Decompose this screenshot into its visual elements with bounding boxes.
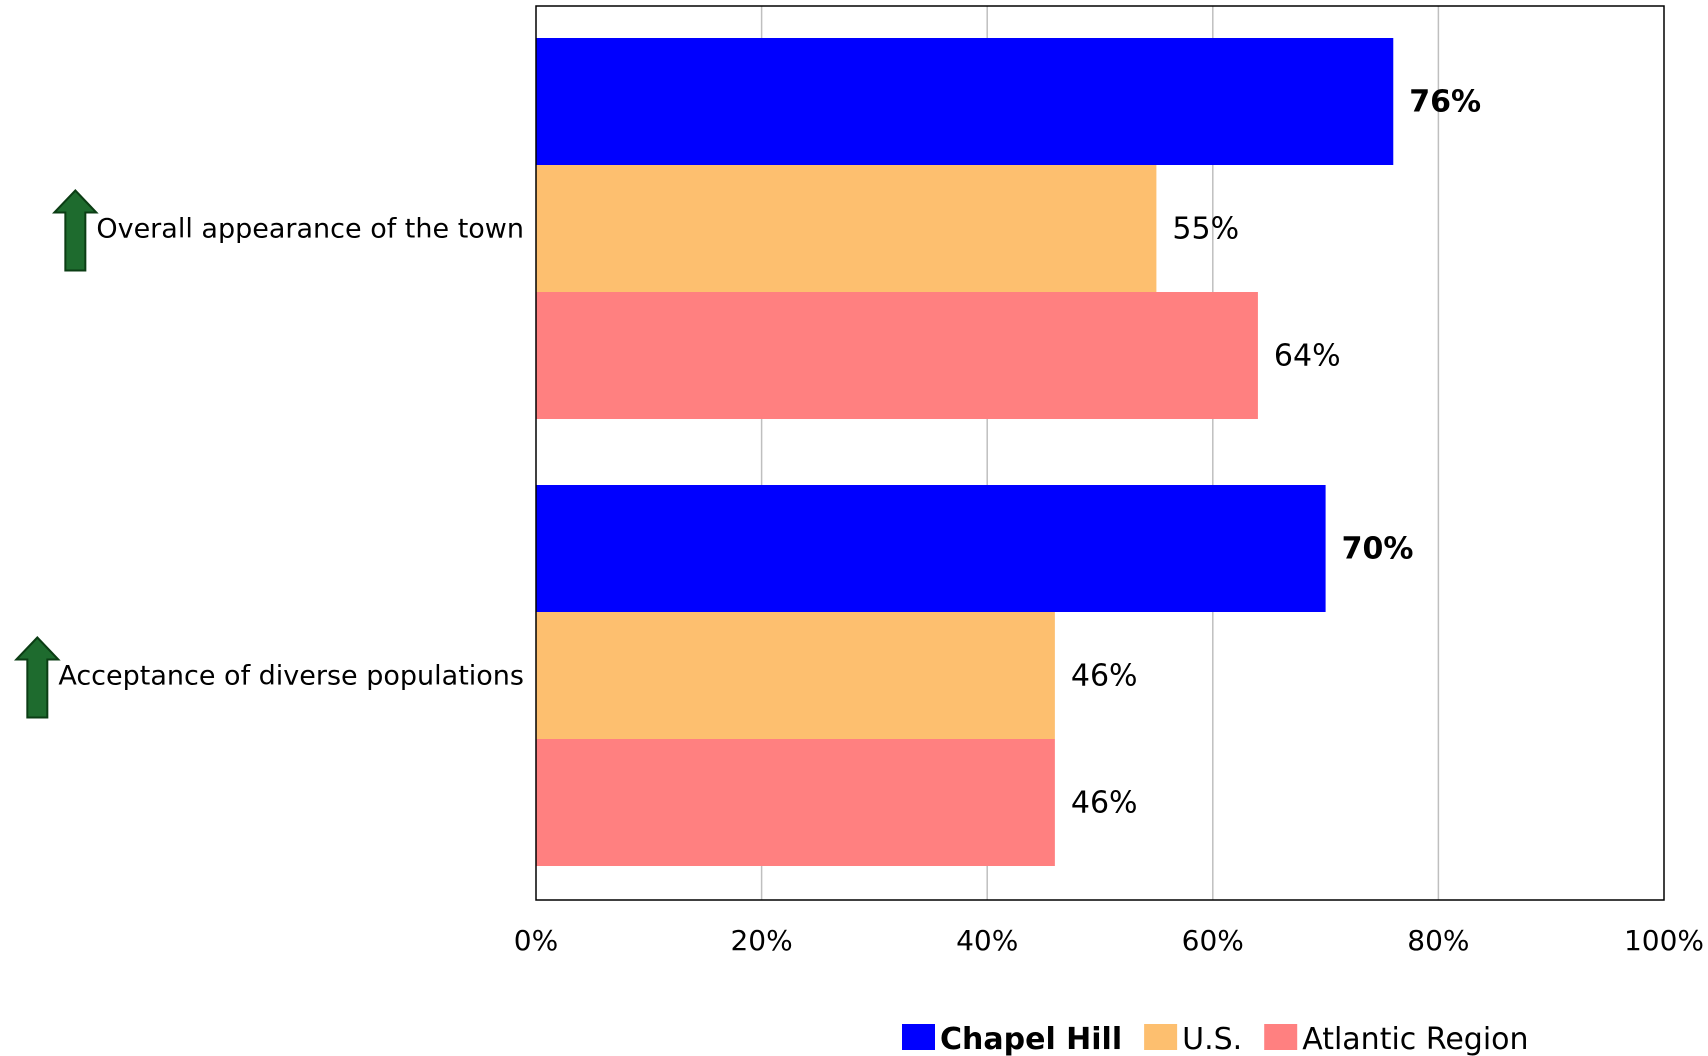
data-label: 70% xyxy=(1342,532,1414,567)
data-label: 46% xyxy=(1071,659,1138,694)
bar xyxy=(536,292,1258,419)
bars xyxy=(536,38,1394,866)
up-arrow-icon xyxy=(13,636,61,719)
legend-label: U.S. xyxy=(1182,1022,1242,1056)
category-labels: Overall appearance of the town Acceptance… xyxy=(13,189,524,719)
legend-swatch xyxy=(902,1024,935,1050)
data-label: 55% xyxy=(1172,212,1239,247)
x-tick-label: 40% xyxy=(956,924,1018,957)
data-label: 76% xyxy=(1409,85,1481,120)
data-labels: 76% 55% 64% 70% 46% 46% xyxy=(1071,85,1481,821)
plot-frame xyxy=(535,5,1665,901)
legend-label: Atlantic Region xyxy=(1302,1022,1528,1056)
bar xyxy=(536,485,1326,612)
legend-swatch xyxy=(1264,1024,1298,1050)
data-label: 46% xyxy=(1071,786,1138,821)
bar xyxy=(536,739,1055,866)
bar xyxy=(536,612,1055,739)
data-label: 64% xyxy=(1274,339,1341,374)
x-tick-label: 100% xyxy=(1624,924,1704,957)
x-tick-label: 20% xyxy=(730,924,792,957)
x-axis-ticks: 0% 20% 40% 60% 80% 100% xyxy=(514,924,1704,957)
x-tick-label: 0% xyxy=(514,924,558,957)
category-label: Overall appearance of the town xyxy=(96,214,524,245)
legend-label: Chapel Hill xyxy=(940,1022,1122,1056)
category-label: Acceptance of diverse populations xyxy=(58,661,524,692)
bar xyxy=(536,38,1394,165)
x-tick-label: 80% xyxy=(1407,924,1469,957)
bar xyxy=(536,165,1157,292)
legend-swatch xyxy=(1144,1024,1178,1050)
up-arrow-icon xyxy=(52,189,99,272)
x-tick-label: 60% xyxy=(1182,924,1244,957)
legend: Chapel Hill U.S. Atlantic Region xyxy=(902,1022,1529,1056)
